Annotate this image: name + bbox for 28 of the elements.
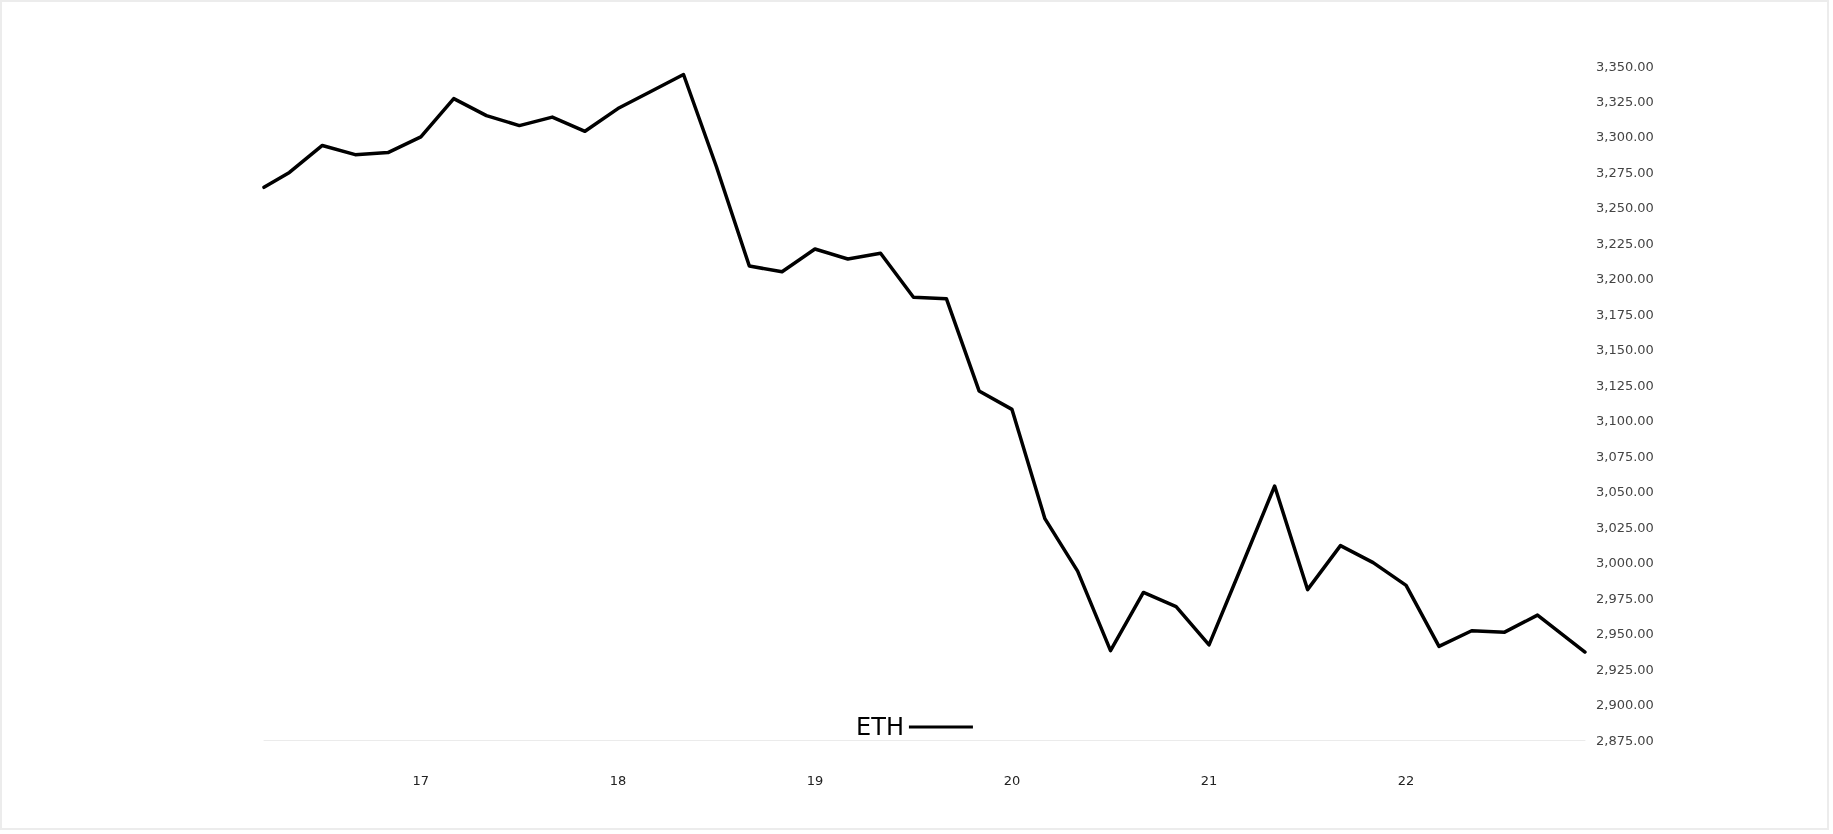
- y-tick-label: 3,125.00: [1596, 377, 1654, 393]
- y-tick-label: 3,075.00: [1596, 448, 1654, 464]
- y-tick-label: 2,875.00: [1596, 732, 1654, 748]
- x-tick-label: 18: [609, 773, 627, 788]
- x-tick-label: 21: [1200, 773, 1218, 788]
- line-series: [262, 72, 1587, 654]
- y-tick-label: 3,225.00: [1596, 235, 1654, 251]
- legend-label: ETH: [856, 713, 904, 741]
- y-tick-label: 3,100.00: [1596, 413, 1654, 429]
- y-tick-label: 3,150.00: [1596, 342, 1654, 358]
- y-tick-label: 3,325.00: [1596, 93, 1654, 109]
- x-tick-label: 19: [806, 773, 824, 788]
- y-tick-label: 3,000.00: [1596, 555, 1654, 571]
- x-tick-label: 22: [1397, 773, 1415, 788]
- y-tick-label: 3,350.00: [1596, 58, 1654, 74]
- y-tick-label: 2,925.00: [1596, 661, 1654, 677]
- y-tick-label: 2,975.00: [1596, 590, 1654, 606]
- y-tick-label: 2,900.00: [1596, 697, 1654, 713]
- y-tick-label: 2,950.00: [1596, 626, 1654, 642]
- y-tick-label: 3,300.00: [1596, 129, 1654, 145]
- x-tick-label: 17: [412, 773, 430, 788]
- y-tick-label: 3,025.00: [1596, 519, 1654, 535]
- y-tick-label: 3,200.00: [1596, 271, 1654, 287]
- y-tick-label: 3,275.00: [1596, 164, 1654, 180]
- x-tick-label: 20: [1003, 773, 1021, 788]
- y-tick-label: 3,250.00: [1596, 200, 1654, 216]
- y-tick-label: 3,050.00: [1596, 484, 1654, 500]
- y-tick-label: 3,175.00: [1596, 306, 1654, 322]
